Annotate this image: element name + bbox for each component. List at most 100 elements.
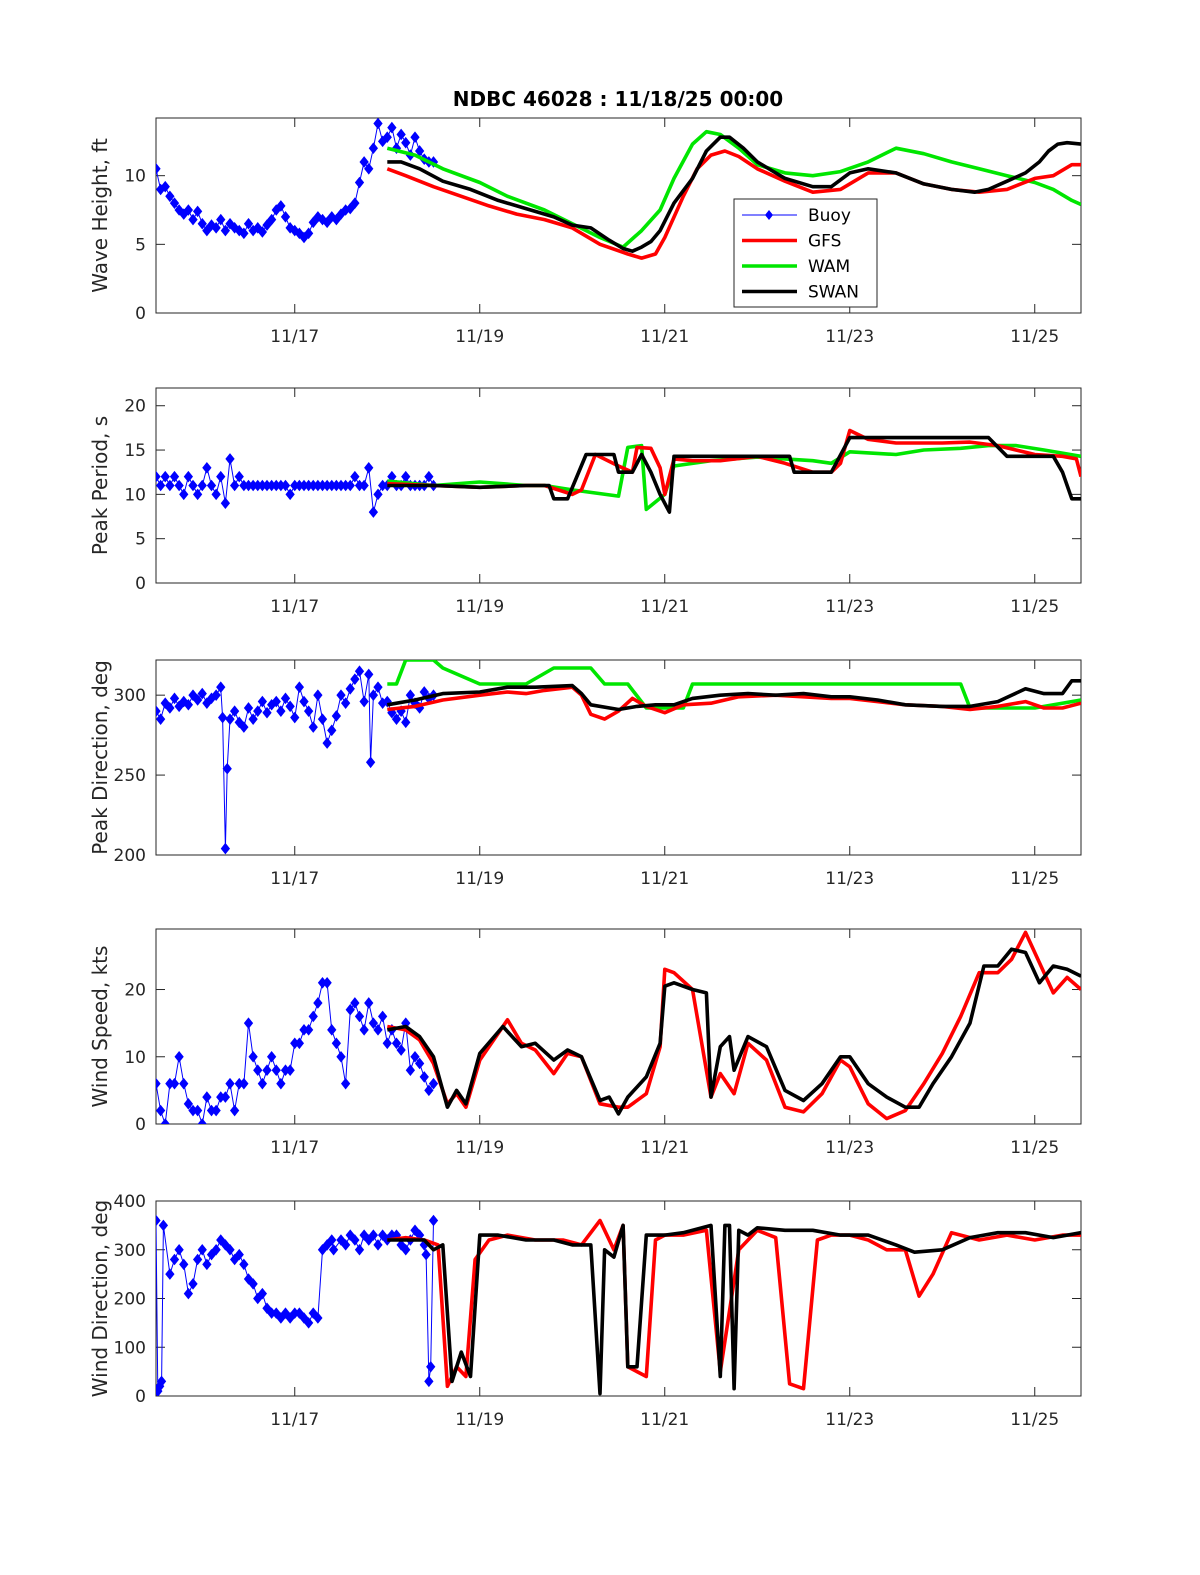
wind-direction-buoy-point bbox=[165, 1268, 175, 1280]
wave-height-ytick-label: 10 bbox=[124, 167, 146, 187]
wind-speed-buoy-point bbox=[354, 1010, 365, 1023]
peak-direction-buoy-point bbox=[340, 697, 351, 709]
wave-height-buoy-point bbox=[364, 163, 374, 175]
peak-period-xtick-label: 11/23 bbox=[825, 597, 874, 617]
peak-direction-ytick-label: 250 bbox=[114, 766, 146, 786]
wind-direction-ytick-label: 100 bbox=[114, 1338, 146, 1358]
peak-direction-buoy-point bbox=[299, 695, 309, 708]
wave-height-buoy-point bbox=[206, 219, 217, 231]
wave-height-buoy-point bbox=[345, 202, 355, 215]
wind-direction-buoy-point bbox=[183, 1287, 194, 1300]
legend-label-buoy: Buoy bbox=[808, 206, 851, 226]
wind-speed-buoy-point bbox=[294, 1037, 305, 1050]
peak-period-buoy-point bbox=[165, 479, 175, 492]
wave-height-buoy-point bbox=[428, 156, 439, 168]
peak-period-buoy-point bbox=[192, 488, 203, 501]
peak-period-panel: 11/17 11/19 11/21 11/23 11/25 0 5 10 15 20 Peak Pe… bbox=[88, 387, 1082, 617]
peak-period-buoy-point bbox=[424, 470, 434, 483]
wave-height-buoy-point bbox=[396, 128, 406, 141]
wind-direction-buoy-point bbox=[248, 1278, 258, 1290]
wind-direction-buoy-point bbox=[179, 1258, 189, 1271]
wind-direction-buoy-point bbox=[280, 1307, 291, 1319]
wave-height-ytick-label: 5 bbox=[135, 235, 146, 255]
wind-direction-buoy-point bbox=[234, 1248, 244, 1261]
wind-speed-buoy-point bbox=[373, 1024, 383, 1036]
peak-direction-buoy-point bbox=[183, 698, 194, 711]
wave-height-buoy-point bbox=[216, 213, 226, 226]
wind-speed-buoy-point bbox=[243, 1017, 254, 1029]
wind-speed-buoy-point bbox=[419, 1071, 429, 1083]
wind-speed-buoy-point bbox=[308, 1010, 318, 1023]
wind-direction-buoy-point bbox=[313, 1312, 323, 1324]
wind-direction-buoy-point bbox=[303, 1317, 314, 1329]
peak-direction-ytick-label: 300 bbox=[114, 686, 146, 706]
wave-height-buoy-point bbox=[220, 224, 231, 237]
wind-direction-buoy-point bbox=[377, 1229, 388, 1241]
wind-direction-buoy-point bbox=[328, 1243, 339, 1256]
wind-direction-buoy-point bbox=[220, 1239, 231, 1251]
wind-speed-buoy-point bbox=[192, 1104, 203, 1117]
peak-direction-buoy-point bbox=[350, 673, 360, 685]
wave-height-panel: 11/17 11/19 11/21 11/23 11/25 0 5 10 Wave Height… bbox=[88, 117, 1082, 347]
wind-direction-buoy-point bbox=[345, 1229, 355, 1241]
peak-period-ytick-label: 5 bbox=[135, 530, 146, 550]
peak-direction-buoy-point bbox=[317, 713, 328, 725]
peak-direction-buoy-point bbox=[188, 689, 198, 701]
wave-height-series-swan-line bbox=[387, 135, 1081, 253]
peak-direction-buoy-point bbox=[253, 705, 263, 717]
wind-speed-buoy-point bbox=[266, 1050, 277, 1063]
wind-speed-buoy-point bbox=[428, 1077, 439, 1090]
peak-period-buoy-point bbox=[156, 470, 161, 483]
wind-direction-series-gfs-line bbox=[387, 1218, 1081, 1391]
wave-height-buoy-point bbox=[192, 205, 203, 218]
wind-direction-buoy-point bbox=[424, 1375, 434, 1388]
wind-speed-buoy-point bbox=[331, 1037, 342, 1050]
wave-height-buoy-point bbox=[234, 224, 244, 237]
wind-speed-ytick-label: 20 bbox=[124, 981, 146, 1001]
peak-direction-buoy-point bbox=[401, 716, 411, 729]
wave-height-xtick-label: 11/19 bbox=[455, 327, 504, 347]
wind-direction-ytick-label: 400 bbox=[114, 1192, 146, 1212]
wave-height-buoy-point bbox=[262, 219, 272, 231]
wave-height-buoy-point bbox=[387, 121, 397, 134]
wind-speed-buoy-point bbox=[382, 1037, 392, 1050]
wind-direction-buoy-point bbox=[426, 1360, 436, 1373]
wind-direction-buoy-point bbox=[156, 1375, 167, 1388]
peak-period-buoy-point bbox=[359, 479, 369, 492]
wave-height-buoy-point bbox=[169, 197, 180, 209]
wind-direction-buoy-point bbox=[421, 1248, 431, 1261]
wave-height-buoy-point bbox=[257, 226, 268, 238]
wind-direction-series-swan-line bbox=[387, 1223, 1081, 1396]
peak-period-series-swan-line bbox=[387, 435, 1081, 514]
wind-speed-buoy-point bbox=[368, 1017, 379, 1029]
wind-speed-buoy-point bbox=[257, 1077, 268, 1090]
wind-direction-ytick-label: 0 bbox=[135, 1387, 146, 1407]
peak-direction-buoy-point bbox=[331, 710, 342, 722]
wind-speed-buoy-point bbox=[313, 997, 323, 1009]
wind-direction-xtick-label: 11/19 bbox=[455, 1410, 504, 1430]
peak-period-buoy-point bbox=[234, 470, 244, 483]
peak-period-buoy-point bbox=[174, 479, 184, 492]
wind-speed-buoy-point bbox=[359, 1024, 369, 1036]
legend-label-wam: WAM bbox=[808, 257, 850, 277]
wind-direction-xtick-label: 11/17 bbox=[270, 1410, 319, 1430]
wind-speed-buoy-point bbox=[211, 1104, 221, 1117]
wind-direction-buoy-point bbox=[354, 1243, 365, 1256]
peak-period-buoy-point bbox=[373, 488, 383, 501]
wind-direction-xtick-label: 11/25 bbox=[1010, 1410, 1059, 1430]
peak-direction-buoy-point bbox=[313, 689, 323, 701]
wind-speed-buoy-point bbox=[156, 1077, 161, 1090]
peak-period-xtick-label: 11/19 bbox=[455, 597, 504, 617]
wind-speed-buoy-point bbox=[183, 1098, 194, 1110]
wind-speed-buoy-point bbox=[202, 1091, 212, 1103]
peak-direction-series-gfs-line bbox=[387, 685, 1081, 721]
peak-direction-buoy-point bbox=[327, 724, 337, 737]
peak-direction-buoy-point bbox=[322, 737, 332, 749]
legend-box bbox=[733, 198, 878, 308]
peak-direction-buoy-point bbox=[345, 682, 355, 695]
peak-direction-buoy-point bbox=[229, 705, 240, 717]
wave-height-buoy-point bbox=[290, 224, 300, 237]
wind-speed-xtick-label: 11/21 bbox=[640, 1138, 689, 1158]
wave-height-ytick-label: 0 bbox=[135, 304, 146, 324]
wave-height-buoy-point bbox=[165, 190, 175, 203]
